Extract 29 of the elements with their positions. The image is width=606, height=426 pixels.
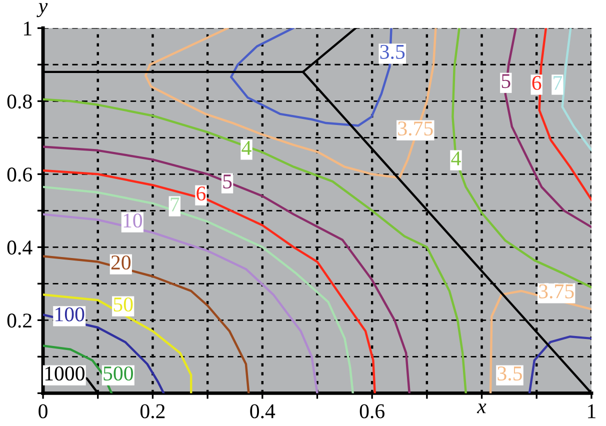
x-tick-label: 0.2 [140,404,165,418]
annotation: 5 [502,74,510,88]
x-tick-label: 0.4 [250,404,276,418]
y-tick-label: 0.2 [7,314,32,328]
y-tick-label: 1 [24,22,32,36]
annotation: 3.5 [498,366,522,381]
x-axis-title: x [476,404,486,414]
annotation: 10 [124,213,142,228]
annotation: 3.5 [380,44,405,59]
annotation: 100 [56,307,84,322]
annotation: 50 [114,297,133,312]
annotation: 1000 [45,366,84,381]
annotation: 500 [104,366,133,381]
y-tick-label: 0.8 [7,94,32,109]
annotation: 7 [170,198,180,212]
y-tick-label: 0.6 [7,168,32,182]
annotation: 20 [111,255,131,270]
annotation: 7 [554,76,562,90]
y-axis-title: y [36,3,48,18]
annotation: 3.75 [539,284,574,298]
x-tick-label: 0 [38,404,48,418]
annotation: 4 [242,140,252,155]
annotation: 3.75 [398,122,433,136]
annotation: 5 [223,174,232,188]
annotation: 6 [196,186,206,201]
x-tick-label: 1 [588,404,596,418]
x-tick-label: 0.6 [360,404,384,418]
y-tick-label: 0.4 [7,240,32,255]
annotation: 6 [532,76,542,90]
